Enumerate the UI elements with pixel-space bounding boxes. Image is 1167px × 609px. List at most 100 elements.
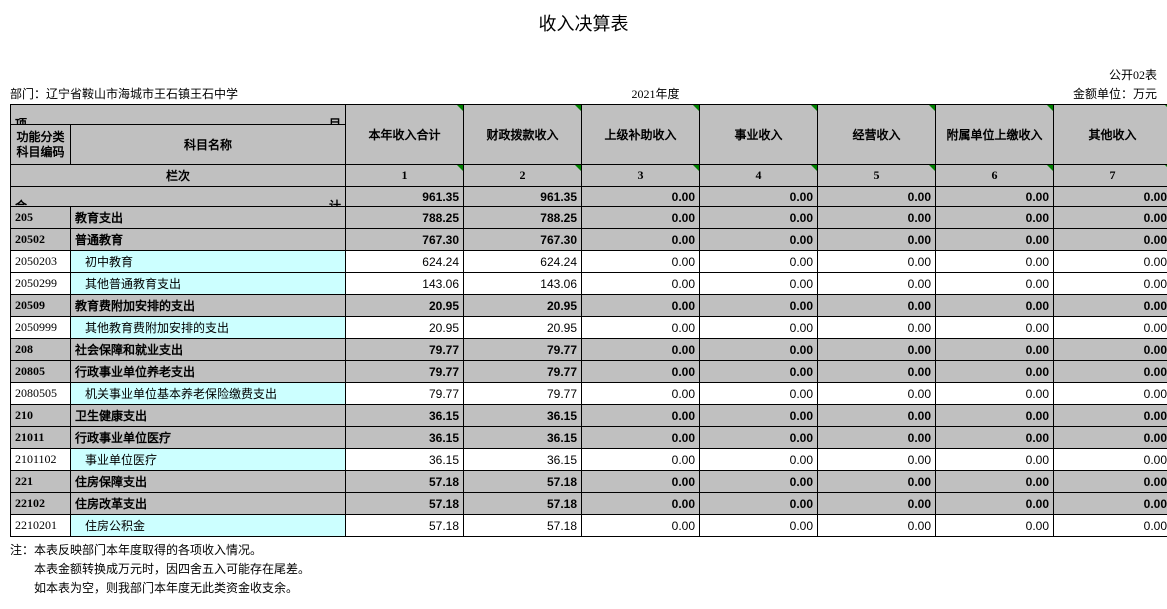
row-value: 0.00 <box>936 207 1054 229</box>
row-value: 0.00 <box>1054 361 1167 383</box>
hdr-lane-label: 栏次 <box>11 165 346 187</box>
table-row: 20805行政事业单位养老支出79.7779.770.000.000.000.0… <box>11 361 1167 383</box>
hdr-project: 项 目 <box>11 105 346 125</box>
row-name: 其他普通教育支出 <box>71 273 346 295</box>
row-value: 0.00 <box>1054 339 1167 361</box>
row-value: 0.00 <box>700 207 818 229</box>
row-code: 2210201 <box>11 515 71 537</box>
row-value: 79.77 <box>346 383 464 405</box>
row-value: 0.00 <box>1054 273 1167 295</box>
row-value: 57.18 <box>464 493 582 515</box>
unit-label: 金额单位：万元 <box>1073 85 1157 102</box>
row-value: 20.95 <box>346 295 464 317</box>
row-value: 0.00 <box>1054 449 1167 471</box>
row-value: 0.00 <box>700 251 818 273</box>
table-row: 20509教育费附加安排的支出20.9520.950.000.000.000.0… <box>11 295 1167 317</box>
row-value: 624.24 <box>464 251 582 273</box>
row-value: 57.18 <box>464 515 582 537</box>
total-value: 0.00 <box>700 187 818 207</box>
row-code: 221 <box>11 471 71 493</box>
row-value: 0.00 <box>700 449 818 471</box>
row-value: 0.00 <box>700 295 818 317</box>
row-value: 0.00 <box>818 295 936 317</box>
row-value: 767.30 <box>464 229 582 251</box>
row-value: 0.00 <box>700 471 818 493</box>
row-name: 教育支出 <box>71 207 346 229</box>
row-name: 普通教育 <box>71 229 346 251</box>
row-value: 0.00 <box>818 229 936 251</box>
row-value: 20.95 <box>464 295 582 317</box>
row-code: 2080505 <box>11 383 71 405</box>
table-row: 2101102事业单位医疗36.1536.150.000.000.000.000… <box>11 449 1167 471</box>
row-name: 行政事业单位医疗 <box>71 427 346 449</box>
hdr-lane-3: 3 <box>582 165 700 187</box>
row-value: 0.00 <box>936 427 1054 449</box>
meta-main-row: 部门：辽宁省鞍山市海城市王石镇王石中学 2021年度 金额单位：万元 <box>10 85 1157 102</box>
total-value: 0.00 <box>1054 187 1167 207</box>
row-value: 0.00 <box>582 493 700 515</box>
total-value: 0.00 <box>582 187 700 207</box>
row-code: 21011 <box>11 427 71 449</box>
row-value: 0.00 <box>1054 317 1167 339</box>
row-value: 57.18 <box>346 471 464 493</box>
table-row: 205教育支出788.25788.250.000.000.000.000.00 <box>11 207 1167 229</box>
row-code: 210 <box>11 405 71 427</box>
hdr-col-4: 事业收入 <box>700 105 818 165</box>
row-value: 0.00 <box>700 273 818 295</box>
row-name: 住房改革支出 <box>71 493 346 515</box>
row-value: 36.15 <box>464 427 582 449</box>
row-value: 0.00 <box>1054 427 1167 449</box>
row-value: 0.00 <box>818 339 936 361</box>
row-value: 0.00 <box>936 405 1054 427</box>
row-value: 0.00 <box>582 383 700 405</box>
table-row: 2210201住房公积金57.1857.180.000.000.000.000.… <box>11 515 1167 537</box>
row-value: 79.77 <box>464 339 582 361</box>
hdr-lane-6: 6 <box>936 165 1054 187</box>
row-value: 0.00 <box>582 273 700 295</box>
row-value: 0.00 <box>1054 515 1167 537</box>
row-value: 36.15 <box>346 405 464 427</box>
row-value: 79.77 <box>464 361 582 383</box>
row-code: 22102 <box>11 493 71 515</box>
row-value: 0.00 <box>700 405 818 427</box>
row-value: 0.00 <box>818 405 936 427</box>
table-row: 208社会保障和就业支出79.7779.770.000.000.000.000.… <box>11 339 1167 361</box>
row-value: 0.00 <box>582 251 700 273</box>
row-value: 0.00 <box>818 471 936 493</box>
row-code: 208 <box>11 339 71 361</box>
row-code: 2101102 <box>11 449 71 471</box>
dept-label: 部门：辽宁省鞍山市海城市王石镇王石中学 <box>10 85 238 102</box>
row-value: 0.00 <box>582 449 700 471</box>
row-value: 20.95 <box>346 317 464 339</box>
row-value: 767.30 <box>346 229 464 251</box>
row-name: 机关事业单位基本养老保险缴费支出 <box>71 383 346 405</box>
row-value: 788.25 <box>346 207 464 229</box>
table-header: 项 目 本年收入合计 财政拨款收入 上级补助收入 事业收入 经营收入 附属单位上… <box>11 105 1167 187</box>
row-name: 社会保障和就业支出 <box>71 339 346 361</box>
row-value: 0.00 <box>582 471 700 493</box>
row-value: 0.00 <box>582 515 700 537</box>
row-value: 0.00 <box>1054 383 1167 405</box>
hdr-col-7: 其他收入 <box>1054 105 1167 165</box>
row-code: 2050999 <box>11 317 71 339</box>
row-value: 0.00 <box>1054 251 1167 273</box>
row-value: 0.00 <box>1054 471 1167 493</box>
notes: 注：本表反映部门本年度取得的各项收入情况。 本表金额转换成万元时，因四舍五入可能… <box>10 541 1157 599</box>
row-value: 0.00 <box>1054 229 1167 251</box>
row-value: 57.18 <box>346 493 464 515</box>
row-value: 20.95 <box>464 317 582 339</box>
row-value: 79.77 <box>346 361 464 383</box>
table-row: 20502普通教育767.30767.300.000.000.000.000.0… <box>11 229 1167 251</box>
row-value: 0.00 <box>818 383 936 405</box>
row-value: 0.00 <box>818 207 936 229</box>
table-body: 合计961.35961.350.000.000.000.000.00205教育支… <box>11 187 1167 537</box>
row-value: 0.00 <box>936 515 1054 537</box>
row-name: 行政事业单位养老支出 <box>71 361 346 383</box>
row-value: 143.06 <box>346 273 464 295</box>
row-value: 0.00 <box>582 229 700 251</box>
row-value: 0.00 <box>1054 207 1167 229</box>
row-value: 0.00 <box>818 361 936 383</box>
dept-label-text: 部门： <box>10 87 46 101</box>
row-value: 0.00 <box>700 317 818 339</box>
hdr-project-right: 目 <box>329 115 341 125</box>
